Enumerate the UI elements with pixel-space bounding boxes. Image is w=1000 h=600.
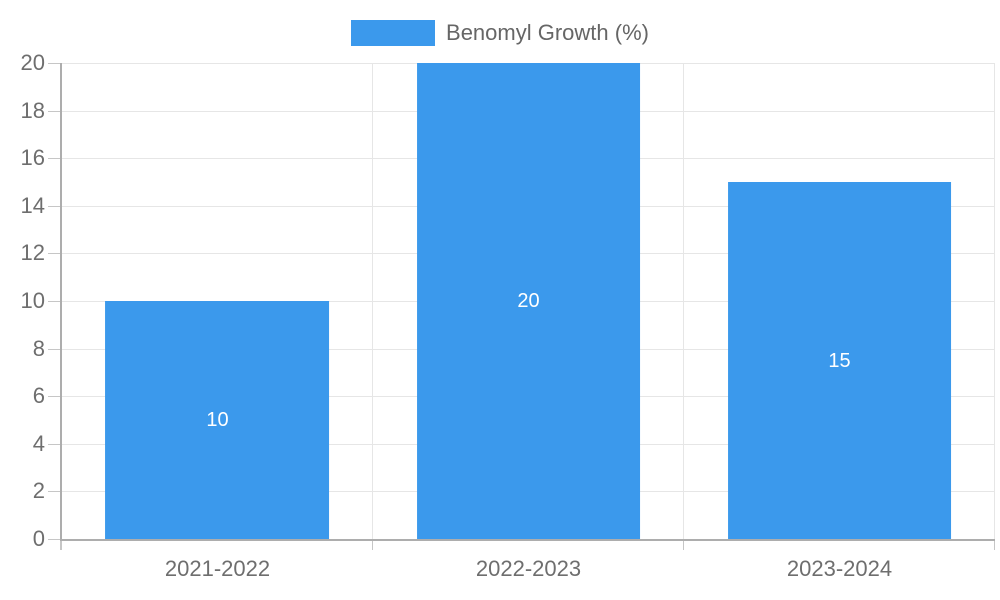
y-tick-label: 16 — [20, 145, 45, 171]
y-tick-label: 0 — [32, 526, 45, 551]
y-axis-tick — [48, 443, 60, 445]
x-tick-label-2021-2022: 2021-2022 — [164, 556, 271, 581]
y-axis-tick — [48, 253, 60, 255]
y-axis-tick — [48, 348, 60, 350]
bar-value-label: 10 — [206, 409, 229, 431]
y-axis-tick — [48, 396, 60, 398]
x-axis-tick — [682, 541, 684, 550]
x-tick-label-2023-2024: 2023-2024 — [786, 556, 893, 581]
legend-label: Benomyl Growth (%) — [446, 20, 649, 45]
bar-value-label: 15 — [828, 349, 851, 372]
y-tick-label: 6 — [32, 383, 45, 409]
bar-2022-2023[interactable]: 20 — [416, 63, 641, 539]
x-axis-tick — [371, 541, 373, 550]
y-axis-tick — [48, 205, 60, 207]
bar-value-label: 20 — [517, 290, 540, 312]
plot-area: 0 2 4 6 8 10 12 14 16 18 20 10 2021-2022 20 2022-2023 1… — [21, 50, 995, 581]
y-tick-label: 18 — [20, 97, 45, 123]
gridline-vertical — [994, 63, 995, 539]
x-tick-label-2022-2023: 2022-2023 — [475, 556, 582, 581]
y-tick-label: 20 — [20, 50, 45, 75]
gridline-vertical — [682, 63, 684, 539]
legend-swatch — [351, 20, 436, 46]
y-axis-extension-tick — [60, 541, 62, 550]
y-axis-tick — [48, 539, 60, 540]
y-tick-label: 14 — [20, 192, 45, 218]
bar-2021-2022[interactable]: 10 — [105, 301, 330, 539]
y-tick-label: 12 — [20, 240, 45, 266]
gridline-vertical — [371, 63, 373, 539]
y-axis-tick — [48, 491, 60, 493]
y-axis-tick — [48, 301, 60, 302]
legend[interactable]: Benomyl Growth (%) — [0, 19, 1000, 47]
y-axis-tick — [48, 63, 60, 64]
y-tick-label: 8 — [32, 335, 45, 361]
y-axis-tick — [48, 110, 60, 112]
x-axis-tick — [994, 541, 995, 550]
y-tick-label: 10 — [20, 288, 45, 313]
bar-2023-2024[interactable]: 15 — [727, 182, 952, 539]
y-tick-label: 4 — [32, 430, 45, 456]
y-axis-tick — [48, 158, 60, 160]
y-tick-label: 2 — [32, 478, 45, 504]
